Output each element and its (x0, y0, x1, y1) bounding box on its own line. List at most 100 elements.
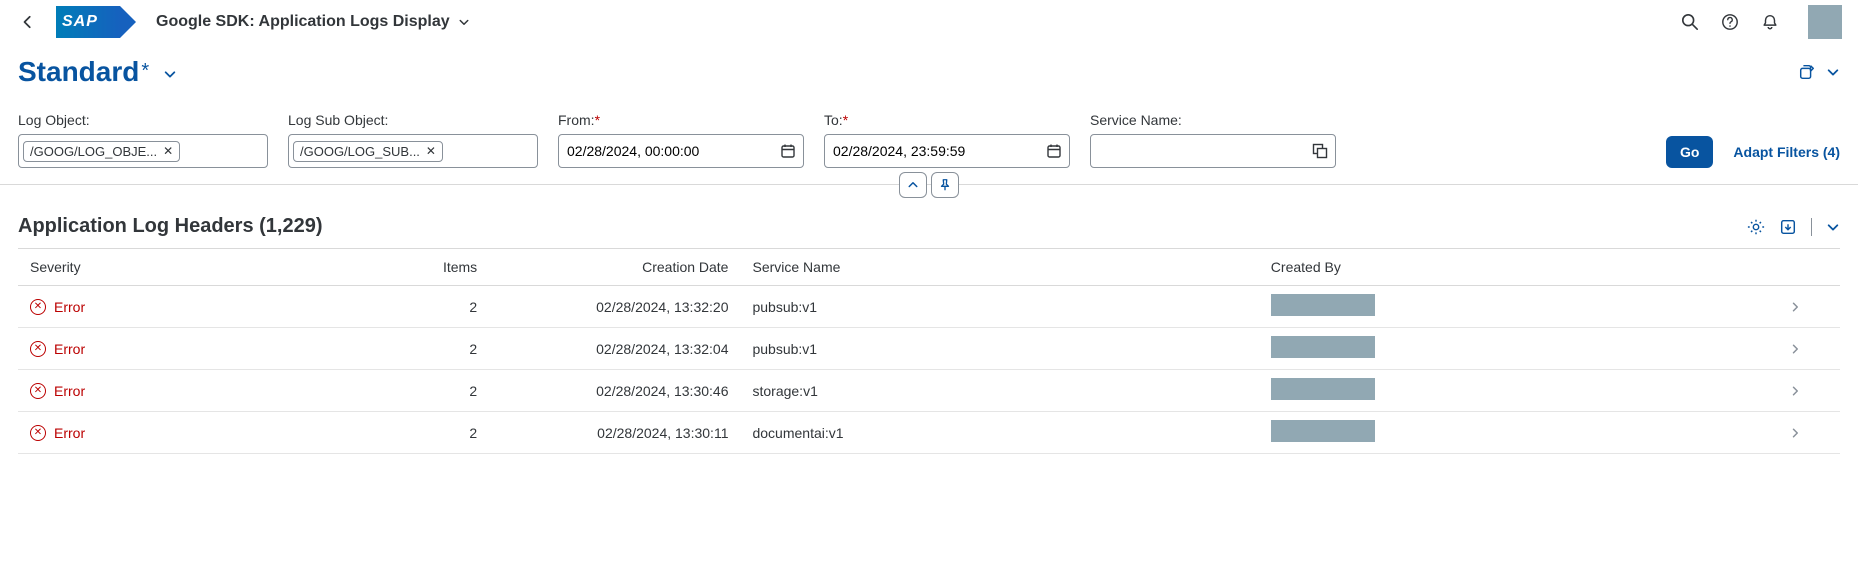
chevron-right-icon (1789, 301, 1801, 313)
to-datepicker-button[interactable] (1037, 135, 1069, 167)
variant-modified-marker: * (141, 60, 149, 83)
error-icon: ✕ (30, 341, 46, 357)
severity-text: Error (54, 425, 85, 441)
cell-date: 02/28/2024, 13:30:46 (489, 370, 740, 412)
value-help-button[interactable] (1303, 135, 1335, 167)
user-avatar[interactable] (1808, 5, 1842, 39)
to-input-wrap[interactable] (824, 134, 1070, 168)
table-row[interactable]: ✕ Error 2 02/28/2024, 13:30:11 documenta… (18, 412, 1840, 454)
cell-created-by (1259, 328, 1777, 370)
log-sub-object-token-text: /GOOG/LOG_SUB... (300, 144, 420, 159)
col-severity[interactable]: Severity (18, 249, 332, 286)
bell-icon (1761, 13, 1779, 31)
cell-date: 02/28/2024, 13:32:04 (489, 328, 740, 370)
service-name-input[interactable] (1091, 135, 1303, 167)
error-icon: ✕ (30, 299, 46, 315)
pin-header-button[interactable] (931, 172, 959, 198)
filter-service-name: Service Name: (1090, 112, 1336, 168)
table-expand-button[interactable] (1826, 220, 1840, 234)
go-button[interactable]: Go (1666, 136, 1713, 168)
table-header-row: Severity Items Creation Date Service Nam… (18, 249, 1840, 286)
table-section: Application Log Headers (1,229) Severity… (0, 185, 1858, 454)
log-object-text-input[interactable] (180, 135, 268, 167)
help-button[interactable] (1720, 12, 1740, 32)
export-button[interactable] (1779, 218, 1797, 236)
table-row[interactable]: ✕ Error 2 02/28/2024, 13:32:20 pubsub:v1 (18, 286, 1840, 328)
table-header-bar: Application Log Headers (1,229) (18, 209, 1840, 248)
search-button[interactable] (1680, 12, 1700, 32)
chevron-down-icon (1826, 220, 1840, 234)
filter-actions: Go Adapt Filters (4) (1666, 136, 1840, 168)
table-row[interactable]: ✕ Error 2 02/28/2024, 13:32:04 pubsub:v1 (18, 328, 1840, 370)
col-service-name[interactable]: Service Name (740, 249, 1258, 286)
from-input-wrap[interactable] (558, 134, 804, 168)
log-sub-object-label: Log Sub Object: (288, 112, 538, 128)
back-button[interactable] (16, 10, 40, 34)
from-datepicker-button[interactable] (771, 135, 803, 167)
cell-created-by (1259, 412, 1777, 454)
cell-date: 02/28/2024, 13:32:20 (489, 286, 740, 328)
col-creation-date[interactable]: Creation Date (489, 249, 740, 286)
table-settings-button[interactable] (1747, 218, 1765, 236)
log-sub-object-text-input[interactable] (443, 135, 538, 167)
divider (1811, 218, 1812, 236)
filter-log-sub-object: Log Sub Object: /GOOG/LOG_SUB... ✕ (288, 112, 538, 168)
cell-items: 2 (332, 412, 489, 454)
log-object-token-text: /GOOG/LOG_OBJE... (30, 144, 157, 159)
col-created-by[interactable]: Created By (1259, 249, 1777, 286)
collapse-header-button[interactable] (899, 172, 927, 198)
token-close-icon[interactable]: ✕ (163, 144, 173, 158)
created-by-redacted (1271, 336, 1375, 358)
severity-text: Error (54, 383, 85, 399)
chevron-down-icon (458, 16, 470, 28)
export-icon (1779, 218, 1797, 236)
severity-text: Error (54, 341, 85, 357)
table-row[interactable]: ✕ Error 2 02/28/2024, 13:30:46 storage:v… (18, 370, 1840, 412)
help-icon (1721, 13, 1739, 31)
calendar-icon (780, 143, 796, 159)
variant-chevron (163, 67, 177, 81)
share-button[interactable] (1798, 63, 1816, 81)
pin-icon (938, 178, 952, 192)
variant-actions-chevron[interactable] (1826, 65, 1840, 79)
cell-severity: ✕ Error (18, 370, 332, 412)
created-by-redacted (1271, 378, 1375, 400)
to-input[interactable] (825, 135, 1037, 167)
cell-created-by (1259, 370, 1777, 412)
created-by-redacted (1271, 294, 1375, 316)
from-input[interactable] (559, 135, 771, 167)
col-nav (1777, 249, 1840, 286)
adapt-filters-link[interactable]: Adapt Filters (4) (1733, 144, 1840, 160)
cell-service: storage:v1 (740, 370, 1258, 412)
table-actions (1747, 218, 1840, 236)
error-icon: ✕ (30, 425, 46, 441)
cell-nav[interactable] (1777, 286, 1840, 328)
col-items[interactable]: Items (332, 249, 489, 286)
cell-nav[interactable] (1777, 412, 1840, 454)
cell-nav[interactable] (1777, 370, 1840, 412)
error-icon: ✕ (30, 383, 46, 399)
log-sub-object-input[interactable]: /GOOG/LOG_SUB... ✕ (288, 134, 538, 168)
log-object-input[interactable]: /GOOG/LOG_OBJE... ✕ (18, 134, 268, 168)
search-icon (1681, 13, 1699, 31)
from-label: From:* (558, 112, 804, 128)
chevron-up-icon (907, 179, 919, 191)
variant-selector[interactable]: Standard * (18, 56, 177, 88)
cell-nav[interactable] (1777, 328, 1840, 370)
log-sub-object-token[interactable]: /GOOG/LOG_SUB... ✕ (293, 141, 443, 162)
service-name-input-wrap[interactable] (1090, 134, 1336, 168)
chevron-down-icon (1826, 65, 1840, 79)
shell-header: SAP Google SDK: Application Logs Display (0, 0, 1858, 44)
share-icon (1798, 63, 1816, 81)
variant-row: Standard * (0, 44, 1858, 92)
page-title-dropdown[interactable]: Google SDK: Application Logs Display (144, 13, 470, 31)
service-name-label: Service Name: (1090, 112, 1336, 128)
cell-created-by (1259, 286, 1777, 328)
variant-actions (1798, 63, 1840, 81)
cell-date: 02/28/2024, 13:30:11 (489, 412, 740, 454)
notifications-button[interactable] (1760, 12, 1780, 32)
log-object-token[interactable]: /GOOG/LOG_OBJE... ✕ (23, 141, 180, 162)
sap-logo-text: SAP (56, 13, 98, 31)
token-close-icon[interactable]: ✕ (426, 144, 436, 158)
table-title: Application Log Headers (1,229) (18, 215, 323, 238)
